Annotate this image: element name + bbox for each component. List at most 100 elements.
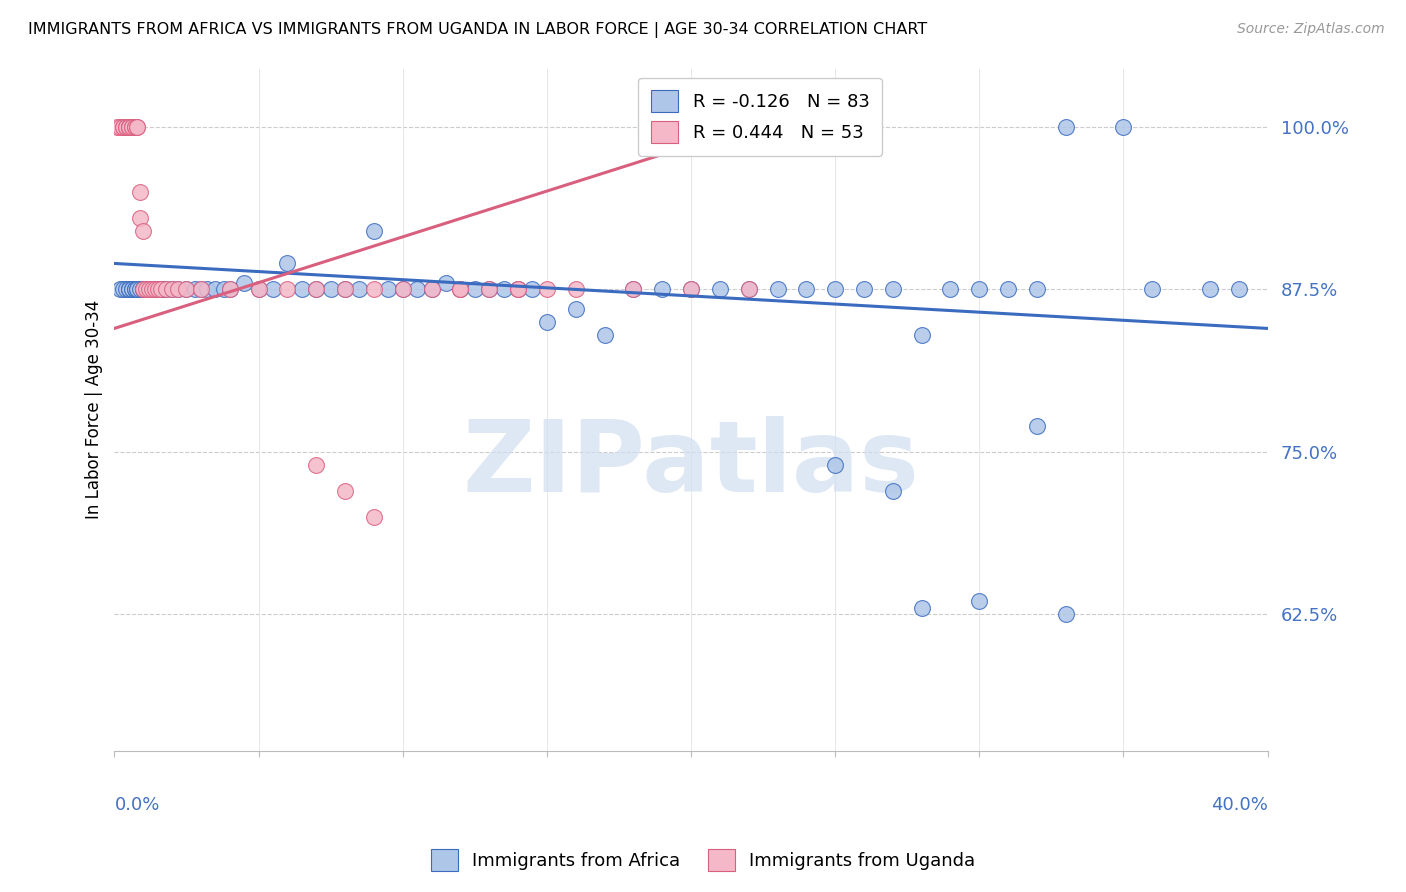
Point	[146, 282, 169, 296]
Point	[1054, 607, 1077, 622]
Point	[420, 282, 443, 296]
Point	[132, 224, 155, 238]
Point	[115, 282, 138, 296]
Point	[121, 120, 143, 134]
Point	[478, 282, 501, 296]
Point	[112, 282, 135, 296]
Point	[129, 211, 152, 225]
Point	[1054, 120, 1077, 134]
Point	[141, 282, 163, 296]
Point	[143, 282, 166, 296]
Point	[939, 282, 962, 296]
Point	[969, 594, 991, 608]
Point	[138, 282, 160, 296]
Point	[118, 120, 141, 134]
Point	[143, 282, 166, 296]
Point	[363, 282, 385, 296]
Point	[333, 282, 356, 296]
Point	[522, 282, 544, 296]
Point	[184, 282, 207, 296]
Point	[176, 282, 198, 296]
Point	[363, 224, 385, 238]
Point	[1112, 120, 1135, 134]
Point	[115, 120, 138, 134]
Point	[204, 282, 226, 296]
Point	[121, 120, 143, 134]
Point	[911, 600, 934, 615]
Point	[305, 458, 328, 472]
Point	[679, 282, 702, 296]
Point	[118, 120, 141, 134]
Point	[911, 327, 934, 342]
Point	[449, 282, 471, 296]
Point	[121, 282, 143, 296]
Point	[233, 276, 256, 290]
Point	[124, 120, 146, 134]
Point	[349, 282, 371, 296]
Point	[363, 509, 385, 524]
Point	[882, 483, 904, 498]
Point	[132, 282, 155, 296]
Point	[247, 282, 270, 296]
Point	[166, 282, 188, 296]
Point	[129, 185, 152, 199]
Point	[135, 282, 157, 296]
Point	[218, 282, 240, 296]
Point	[478, 282, 501, 296]
Point	[766, 282, 789, 296]
Point	[127, 120, 149, 134]
Point	[276, 256, 298, 270]
Legend: Immigrants from Africa, Immigrants from Uganda: Immigrants from Africa, Immigrants from …	[423, 842, 983, 879]
Point	[127, 282, 149, 296]
Point	[146, 282, 169, 296]
Point	[152, 282, 174, 296]
Point	[1227, 282, 1250, 296]
Point	[149, 282, 172, 296]
Point	[212, 282, 235, 296]
Point	[377, 282, 399, 296]
Point	[291, 282, 314, 296]
Point	[621, 282, 644, 296]
Point	[709, 282, 731, 296]
Point	[166, 282, 188, 296]
Point	[406, 282, 429, 296]
Point	[737, 282, 759, 296]
Point	[333, 282, 356, 296]
Point	[195, 282, 218, 296]
Point	[305, 282, 328, 296]
Point	[333, 483, 356, 498]
Point	[132, 282, 155, 296]
Point	[536, 315, 558, 329]
Point	[464, 282, 486, 296]
Point	[121, 282, 143, 296]
Point	[564, 282, 586, 296]
Point	[132, 282, 155, 296]
Point	[1026, 418, 1049, 433]
Point	[492, 282, 515, 296]
Point	[651, 282, 673, 296]
Point	[621, 282, 644, 296]
Point	[135, 282, 157, 296]
Point	[420, 282, 443, 296]
Text: ZIPatlas: ZIPatlas	[463, 416, 920, 513]
Point	[149, 282, 172, 296]
Point	[127, 282, 149, 296]
Point	[118, 120, 141, 134]
Point	[218, 282, 240, 296]
Point	[155, 282, 177, 296]
Point	[112, 120, 135, 134]
Point	[118, 120, 141, 134]
Point	[160, 282, 183, 296]
Point	[1142, 282, 1164, 296]
Point	[190, 282, 212, 296]
Point	[449, 282, 471, 296]
Point	[115, 120, 138, 134]
Text: Source: ZipAtlas.com: Source: ZipAtlas.com	[1237, 22, 1385, 37]
Point	[138, 282, 160, 296]
Text: IMMIGRANTS FROM AFRICA VS IMMIGRANTS FROM UGANDA IN LABOR FORCE | AGE 30-34 CORR: IMMIGRANTS FROM AFRICA VS IMMIGRANTS FRO…	[28, 22, 928, 38]
Point	[262, 282, 284, 296]
Point	[564, 301, 586, 316]
Point	[124, 282, 146, 296]
Point	[593, 327, 616, 342]
Point	[391, 282, 413, 296]
